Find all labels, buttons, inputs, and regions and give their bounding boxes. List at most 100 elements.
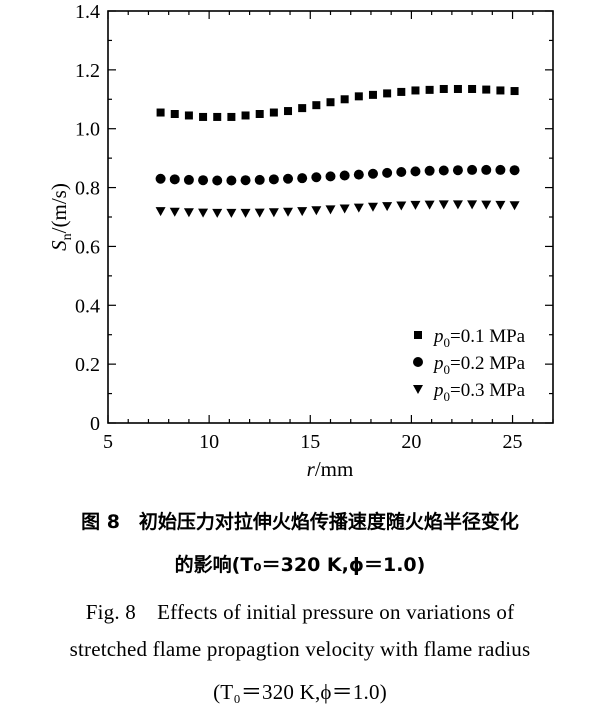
y-tick-label: 1.2: [75, 60, 100, 82]
data-point-series-2: [297, 173, 308, 184]
caption-cn-line1: 图 8 初始压力对拉伸火焰传播速度随火焰半径变化: [81, 511, 519, 533]
caption-en-line2: stretched flame propagtion velocity with…: [69, 637, 531, 661]
data-point-series-1: [468, 84, 477, 93]
data-point-series-3: [509, 201, 520, 211]
legend-label-2: p0=0.2 MPa: [432, 353, 526, 377]
data-point-series-3: [353, 203, 364, 213]
y-axis-label: Sn/(m/s): [47, 183, 75, 251]
data-point-series-1: [312, 101, 321, 110]
data-point-series-2: [325, 171, 336, 182]
data-point-series-3: [438, 200, 449, 210]
data-point-series-2: [283, 173, 294, 184]
legend-label-3: p0=0.3 MPa: [432, 380, 526, 404]
caption-en-line1: Fig. 8 Effects of initial pressure on va…: [85, 600, 515, 624]
data-point-series-1: [241, 111, 250, 120]
data-point-series-3: [254, 208, 265, 218]
data-point-series-1: [269, 108, 278, 117]
legend-marker-3: [413, 385, 423, 394]
data-point-series-2: [396, 166, 407, 177]
data-point-series-3: [268, 208, 279, 218]
y-tick-label: 1.4: [75, 1, 100, 23]
data-point-series-3: [367, 202, 378, 212]
data-point-series-1: [340, 95, 349, 104]
data-point-series-2: [169, 174, 180, 185]
data-point-series-3: [155, 207, 166, 217]
data-point-series-1: [368, 90, 377, 99]
y-tick-label: 0.4: [75, 295, 100, 317]
data-point-series-2: [467, 164, 478, 175]
data-point-series-3: [183, 208, 194, 218]
data-point-series-3: [240, 208, 251, 218]
chart: 5 10 15 20 25 0 0.2 0.4 0.6 0.8 1.0 1.2 1.4 Sn/(m/s)…: [47, 1, 554, 481]
data-point-series-1: [170, 110, 179, 118]
x-axis-label: r/mm: [307, 457, 354, 481]
data-point-series-3: [410, 200, 421, 210]
data-point-series-3: [226, 208, 237, 218]
data-point-series-1: [284, 107, 293, 116]
data-point-series-1: [255, 110, 264, 118]
data-point-series-1: [227, 112, 236, 121]
data-point-series-2: [438, 165, 449, 176]
data-point-series-3: [382, 202, 393, 212]
data-point-series-1: [199, 112, 208, 121]
x-tick-label: 10: [199, 431, 219, 453]
y-tick-label: 0.6: [75, 236, 100, 258]
data-point-series-2: [254, 174, 265, 185]
data-point-series-2: [382, 167, 393, 178]
data-point-series-2: [353, 169, 364, 180]
data-point-series-1: [184, 111, 193, 120]
data-point-series-1: [510, 87, 519, 96]
data-point-series-3: [283, 207, 294, 217]
data-point-series-2: [410, 166, 421, 177]
y-tick-label: 0.8: [75, 178, 100, 200]
data-point-series-2: [452, 165, 463, 176]
legend-label-1: p0=0.1 MPa: [432, 326, 526, 350]
data-point-series-3: [424, 200, 435, 210]
data-point-series-3: [452, 200, 463, 210]
data-point-series-1: [411, 86, 420, 95]
data-point-series-1: [354, 92, 363, 101]
data-point-series-1: [383, 89, 392, 98]
data-point-series-2: [226, 175, 237, 186]
data-point-series-2: [155, 173, 166, 184]
data-point-series-1: [482, 85, 491, 94]
data-point-series-1: [213, 112, 222, 121]
caption-cn-line2: 的影响(T₀＝320 K,ϕ＝1.0): [174, 554, 426, 576]
data-point-series-2: [495, 164, 506, 175]
axis-ticks: [107, 10, 554, 424]
data-point-series-1: [453, 84, 462, 93]
data-point-series-2: [509, 165, 520, 176]
data-point-series-3: [481, 200, 492, 210]
data-markers: [155, 84, 520, 218]
data-point-series-3: [297, 207, 308, 217]
x-tick-label: 25: [503, 431, 523, 453]
data-point-series-3: [339, 204, 350, 214]
data-point-series-3: [467, 200, 478, 210]
legend-marker-1: [414, 331, 422, 339]
tick-labels: 5 10 15 20 25 0 0.2 0.4 0.6 0.8 1.0 1.2 1.4: [75, 1, 523, 453]
data-point-series-2: [367, 168, 378, 179]
data-point-series-1: [298, 104, 307, 113]
legend: p0=0.1 MPa p0=0.2 MPa p0=0.3 MPa: [413, 326, 526, 404]
data-point-series-3: [212, 208, 223, 218]
y-tick-label: 1.0: [75, 119, 100, 141]
x-tick-label: 15: [300, 431, 320, 453]
data-point-series-2: [311, 172, 322, 183]
data-point-series-1: [439, 84, 448, 93]
data-point-series-1: [425, 85, 434, 94]
data-point-series-3: [198, 208, 209, 218]
data-point-series-2: [339, 170, 350, 181]
data-point-series-1: [326, 98, 335, 107]
caption-en-line3: (T₀＝320 K,ϕ＝1.0): [213, 680, 387, 704]
data-point-series-3: [495, 200, 506, 210]
data-point-series-2: [212, 175, 223, 186]
data-point-series-3: [325, 205, 336, 215]
x-tick-label: 20: [401, 431, 421, 453]
data-point-series-2: [240, 175, 251, 186]
data-point-series-2: [183, 174, 194, 185]
y-tick-label: 0.2: [75, 354, 100, 376]
data-point-series-2: [424, 165, 435, 176]
x-tick-label: 5: [103, 431, 113, 453]
data-point-series-1: [397, 87, 406, 96]
legend-marker-2: [413, 357, 423, 367]
